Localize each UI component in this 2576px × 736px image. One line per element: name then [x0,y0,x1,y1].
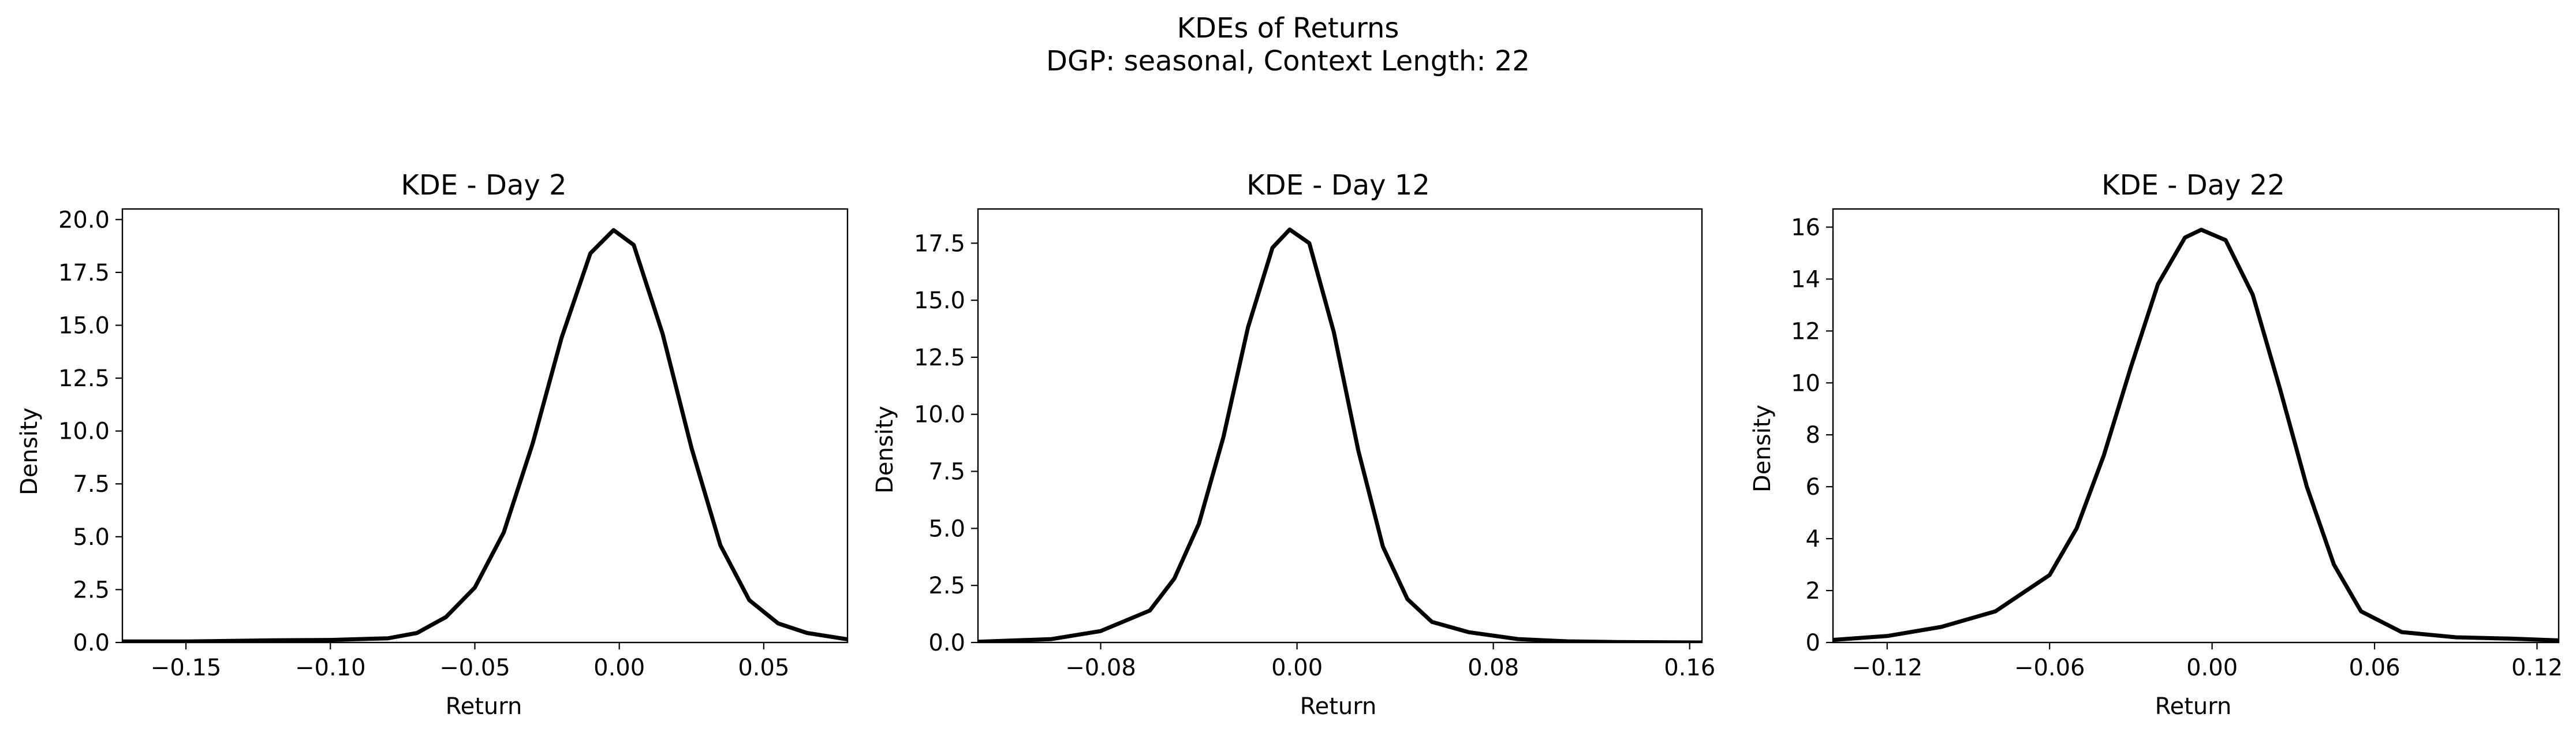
y-axis-label: Density [16,408,43,495]
kde-curve [978,227,1702,642]
y-tick-label: 0.0 [73,630,110,656]
plot-frame [121,208,849,644]
x-tick-label: −0.12 [1852,655,1923,681]
y-tick-label: 12.5 [914,345,965,371]
kde-panel-day-12: KDE - Day 12 Return Density −0.08 0.00 0.0… [872,169,1715,720]
x-tick-label: −0.05 [439,655,510,681]
y-tick-label: 0 [1806,630,1820,656]
x-tick-label: 0.08 [1468,655,1519,681]
y-axis-label: Density [872,406,898,494]
x-axis-label: Return [1300,693,1377,720]
y-tick-label: 6 [1806,474,1820,500]
y-tick-label: 5.0 [928,515,965,542]
panel-title: KDE - Day 2 [401,169,566,201]
y-tick-label: 2.5 [928,573,965,599]
y-tick-label: 10.0 [58,419,110,445]
y-tick-label: 7.5 [928,459,965,485]
y-tick-label: 16 [1791,214,1820,241]
plot-frame [977,208,1703,644]
y-tick-label: 2 [1806,578,1820,604]
y-tick-label: 4 [1806,526,1820,552]
y-tick-label: 20.0 [58,207,110,233]
y-axis-label: Density [1749,405,1776,492]
kde-curve [122,228,848,642]
panel-title: KDE - Day 22 [2101,169,2285,201]
y-tick-label: 5.0 [73,524,110,551]
x-tick-label: −0.10 [295,655,366,681]
x-tick-label: 0.06 [2349,655,2400,681]
y-tick-label: 12.5 [58,365,110,392]
x-tick-label: 0.05 [738,655,789,681]
y-tick-label: 0.0 [928,630,965,656]
figure-title: KDEs of Returns [1177,12,1399,44]
x-axis-label: Return [446,693,522,720]
kde-panel-day-2: KDE - Day 2 Return Density −0.15 −0.10 −0.… [16,169,849,720]
x-tick-label: 0.00 [2186,655,2238,681]
kde-curve [1833,227,2559,642]
y-tick-label: 17.5 [58,260,110,286]
x-tick-label: 0.00 [1271,655,1323,681]
y-tick-label: 17.5 [914,230,965,257]
figure-subtitle: DGP: seasonal, Context Length: 22 [1046,45,1530,77]
y-tick-label: 10 [1791,370,1820,397]
y-tick-label: 15.0 [58,312,110,339]
x-tick-label: 0.12 [2511,655,2563,681]
kde-panel-day-22: KDE - Day 22 Return Density −0.12 −0.06 0.… [1749,169,2563,720]
y-tick-label: 15.0 [914,287,965,314]
x-tick-label: 0.00 [593,655,645,681]
x-tick-label: −0.06 [2014,655,2085,681]
panel-title: KDE - Day 12 [1246,169,1430,201]
x-axis-label: Return [2155,693,2232,720]
x-tick-label: 0.16 [1664,655,1715,681]
y-tick-label: 2.5 [73,577,110,603]
y-tick-label: 12 [1791,318,1820,345]
y-tick-label: 10.0 [914,402,965,428]
x-tick-label: −0.15 [151,655,222,681]
plot-frame [1832,208,2560,644]
y-tick-label: 8 [1806,422,1820,449]
x-tick-label: −0.08 [1065,655,1136,681]
y-tick-label: 14 [1791,266,1820,293]
y-tick-label: 7.5 [73,471,110,498]
